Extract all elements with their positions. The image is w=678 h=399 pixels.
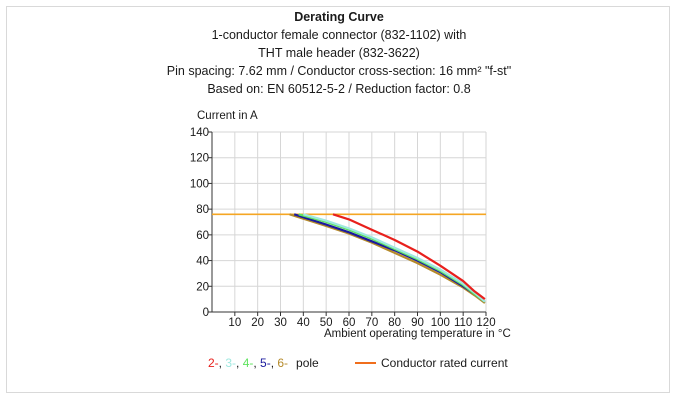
chart-frame	[6, 6, 670, 393]
series-line-5-pole	[293, 213, 486, 303]
x-tick-label: 40	[297, 317, 310, 329]
y-tick-label: 80	[196, 204, 209, 216]
legend-rated-current-label: Conductor rated current	[381, 356, 508, 370]
series-line-3-pole	[303, 213, 486, 303]
x-axis-label: Ambient operating temperature in °C	[324, 328, 511, 340]
legend-separator: ,	[253, 356, 260, 370]
x-tick-label: 50	[320, 317, 333, 329]
series-line-2-pole	[332, 213, 486, 300]
x-tick-label: 110	[454, 317, 472, 329]
y-tick-label: 0	[203, 307, 209, 319]
x-tick-label: 30	[274, 317, 287, 329]
legend-item-5-pole: 5-	[260, 356, 271, 370]
y-tick-label: 20	[196, 281, 209, 293]
chart-subtitle-line-1: 1-conductor female connector (832-1102) …	[211, 28, 467, 42]
series-line-4-pole	[298, 213, 486, 303]
legend-item-4-pole: 4-	[243, 356, 254, 370]
chart-subtitle-line-2: THT male header (832-3622)	[258, 46, 420, 60]
x-tick-label: 20	[251, 317, 264, 329]
y-tick-label: 140	[190, 127, 209, 139]
chart-title: Derating Curve	[294, 10, 384, 24]
legend-pole-suffix: pole	[296, 356, 319, 370]
y-tick-label: 60	[196, 230, 209, 242]
x-tick-label: 10	[228, 317, 241, 329]
legend-item-2-pole: 2-	[208, 356, 219, 370]
legend-separator: ,	[236, 356, 243, 370]
x-tick-label: 70	[365, 317, 378, 329]
legend-separator: ,	[271, 356, 278, 370]
chart-subtitle-line-3: Pin spacing: 7.62 mm / Conductor cross-s…	[166, 64, 512, 78]
y-tick-label: 100	[190, 178, 209, 190]
x-tick-label: 60	[343, 317, 356, 329]
x-tick-label: 90	[411, 317, 424, 329]
legend-item-3-pole: 3-	[225, 356, 236, 370]
x-tick-label: 80	[388, 317, 401, 329]
chart-title-block: Derating Curve 1-conductor female connec…	[0, 8, 678, 98]
x-tick-label: 120	[476, 317, 495, 329]
x-tick-label: 100	[431, 317, 450, 329]
legend-pole-entries: 2-, 3-, 4-, 5-, 6- pole	[208, 356, 319, 370]
y-axis-label: Current in A	[197, 110, 258, 122]
series-line-6-pole	[289, 213, 486, 304]
legend-separator: ,	[219, 356, 226, 370]
y-tick-label: 120	[190, 153, 209, 165]
legend-item-6-pole: 6-	[277, 356, 288, 370]
y-tick-label: 40	[196, 256, 209, 268]
chart-subtitle-line-4: Based on: EN 60512-5-2 / Reduction facto…	[207, 82, 471, 96]
